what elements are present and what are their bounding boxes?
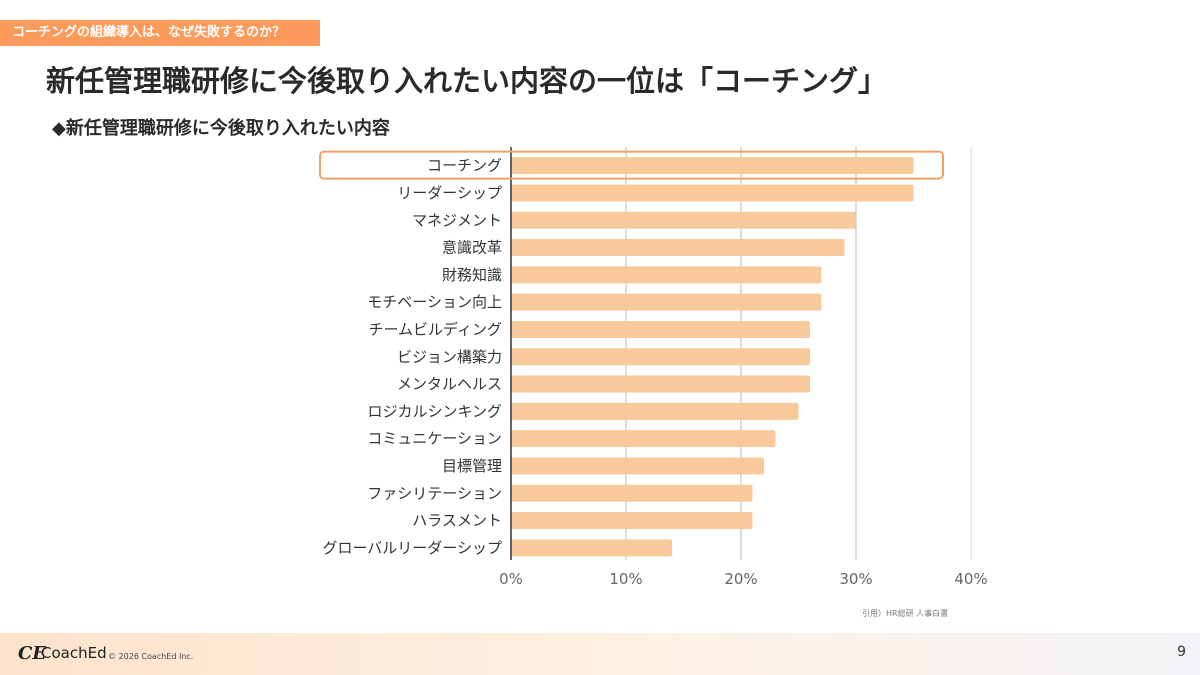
bar <box>511 348 810 366</box>
category-label: マネジメント <box>412 211 502 229</box>
bar <box>511 375 810 393</box>
coached-logo-icon: CE <box>18 643 47 664</box>
category-label: メンタルヘルス <box>397 375 502 393</box>
page-title: 新任管理職研修に今後取り入れたい内容の一位は「コーチング」 <box>46 64 888 98</box>
x-tick-label: 40% <box>954 570 987 588</box>
bar <box>511 239 845 257</box>
category-label: コミュニケーション <box>367 430 502 448</box>
bar-chart: コーチングリーダーシップマネジメント意識改革財務知識モチベーション向上チームビル… <box>319 147 988 588</box>
category-label: ファシリテーション <box>367 484 502 502</box>
category-label: ハラスメント <box>412 512 502 530</box>
tick-labels: 0% 10% 20% 30% 40% <box>499 570 988 588</box>
category-label: コーチング <box>427 157 502 175</box>
bar <box>511 293 822 311</box>
bar <box>511 266 822 284</box>
chart-subtitle: ◆新任管理職研修に今後取り入れたい内容 <box>52 118 390 139</box>
category-label: チームビルディング <box>368 320 502 338</box>
bar <box>511 539 672 557</box>
footer: CE CoachEd © 2026 CoachEd Inc. 9 <box>0 633 1200 675</box>
page-number: 9 <box>1177 644 1186 660</box>
bars <box>511 157 914 557</box>
category-labels: コーチングリーダーシップマネジメント意識改革財務知識モチベーション向上チームビル… <box>322 157 502 557</box>
category-label: 意識改革 <box>442 239 502 257</box>
copyright: © 2026 CoachEd Inc. <box>108 652 194 661</box>
bar <box>511 184 914 202</box>
bar <box>511 430 776 448</box>
bar <box>511 512 753 530</box>
category-label: グローバルリーダーシップ <box>322 539 502 557</box>
category-label: 目標管理 <box>442 457 502 475</box>
citation: 引用）HR総研 人事白書 <box>862 609 949 618</box>
highlight-box <box>319 150 944 180</box>
bar <box>511 320 810 338</box>
x-tick-label: 10% <box>609 570 642 588</box>
bar <box>511 484 753 502</box>
bar <box>511 457 764 475</box>
bar <box>511 402 799 420</box>
x-tick-label: 0% <box>499 570 523 588</box>
category-label: リーダーシップ <box>397 184 502 202</box>
category-label: 財務知識 <box>442 266 502 284</box>
category-label: ロジカルシンキング <box>367 402 502 420</box>
logo-text: CoachEd <box>41 644 107 662</box>
category-label: ビジョン構築力 <box>397 348 502 366</box>
bar <box>511 211 856 229</box>
section-tagline: コーチングの組織導入は、なぜ失敗するのか？ <box>0 20 320 46</box>
x-tick-label: 20% <box>724 570 757 588</box>
category-label: モチベーション向上 <box>367 293 502 311</box>
bar <box>511 157 914 175</box>
x-tick-label: 30% <box>839 570 872 588</box>
